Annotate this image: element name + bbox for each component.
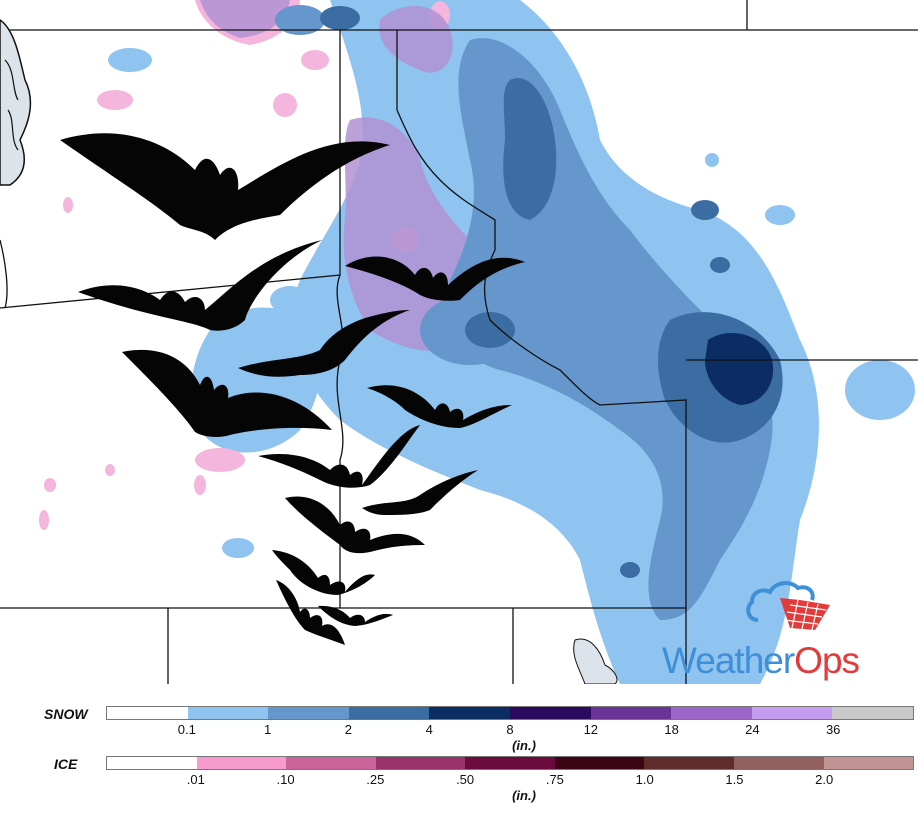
snow-band-heavy: [705, 332, 774, 405]
ice-legend-tick: 1.5: [725, 772, 744, 787]
snow-legend-tick: 8: [506, 722, 514, 737]
bat-5: [238, 310, 410, 377]
snow-legend-swatch: [671, 707, 752, 719]
ice-legend-swatch: [196, 757, 287, 769]
ice-legend-swatch: [375, 757, 466, 769]
snow-legend-tick: 36: [825, 722, 841, 737]
snow-legend-tick: 0.1: [177, 722, 196, 737]
snow-legend-tick: 1: [263, 722, 272, 737]
bat-4: [122, 349, 332, 437]
logo-ops: Ops: [794, 640, 860, 681]
weatherops-logo-icon: [746, 581, 830, 631]
ice-legend-label: ICE: [54, 756, 78, 772]
map-canvas: [0, 0, 918, 684]
ice-legend-tick: .50: [456, 772, 475, 787]
ice-legend-tick: .25: [366, 772, 385, 787]
bat-10: [272, 550, 375, 595]
bat-12: [318, 605, 393, 626]
ice-legend-swatch: [465, 757, 555, 769]
puget-sound-coast: [0, 19, 32, 186]
snow-legend-swatch: [590, 707, 672, 719]
ice-legend-swatch: [733, 757, 824, 769]
ice-legend-swatch: [107, 757, 197, 769]
snow-legend-unit: (in.): [512, 738, 536, 753]
snow-legend-tick: 4: [425, 722, 433, 737]
bat-11: [276, 580, 345, 645]
snow-legend-swatch: [509, 707, 591, 719]
ice-legend-tick: .01: [186, 772, 205, 787]
ice-legend-bar: [106, 756, 914, 770]
ice-legend-swatch: [286, 757, 376, 769]
ice-legend-swatch: [823, 757, 914, 769]
snow-legend-swatch: [107, 707, 188, 719]
weatherops-logo: WeatherOps: [662, 640, 860, 682]
ice-legend-tick: 2.0: [815, 772, 834, 787]
bat-8: [285, 496, 425, 554]
logo-weather: Weather: [662, 640, 795, 681]
snow-legend-tick: 24: [745, 722, 760, 737]
snow-legend-swatch: [429, 707, 510, 719]
great-salt-lake-fragment: [573, 638, 618, 684]
ice-legend-tick: .10: [276, 772, 295, 787]
bat-silhouettes: [60, 133, 525, 645]
ice-legend-unit: (in.): [512, 788, 536, 803]
snow-legend-tick: 12: [583, 722, 599, 737]
snow-legend-tick: 18: [664, 722, 679, 737]
bat-large: [60, 133, 390, 240]
ice-legend-tick: .75: [545, 772, 564, 787]
snow-legend-swatch: [348, 707, 430, 719]
bat-6: [367, 385, 512, 428]
ice-legend-swatch: [644, 757, 734, 769]
ice-legend-tick: 1.0: [635, 772, 654, 787]
snow-legend-swatch: [268, 707, 349, 719]
snow-legend-swatch: [751, 707, 833, 719]
snow-legend-label: SNOW: [44, 706, 88, 722]
bat-9: [362, 470, 478, 515]
bat-7: [258, 425, 420, 488]
snow-legend-tick: 2: [344, 722, 353, 737]
snow-legend-swatch: [187, 707, 269, 719]
snow-legend-swatch: [832, 707, 913, 719]
bat-3: [345, 256, 525, 301]
bat-2: [78, 240, 322, 331]
snow-legend-bar: [106, 706, 914, 720]
ice-legend-swatch: [554, 757, 645, 769]
